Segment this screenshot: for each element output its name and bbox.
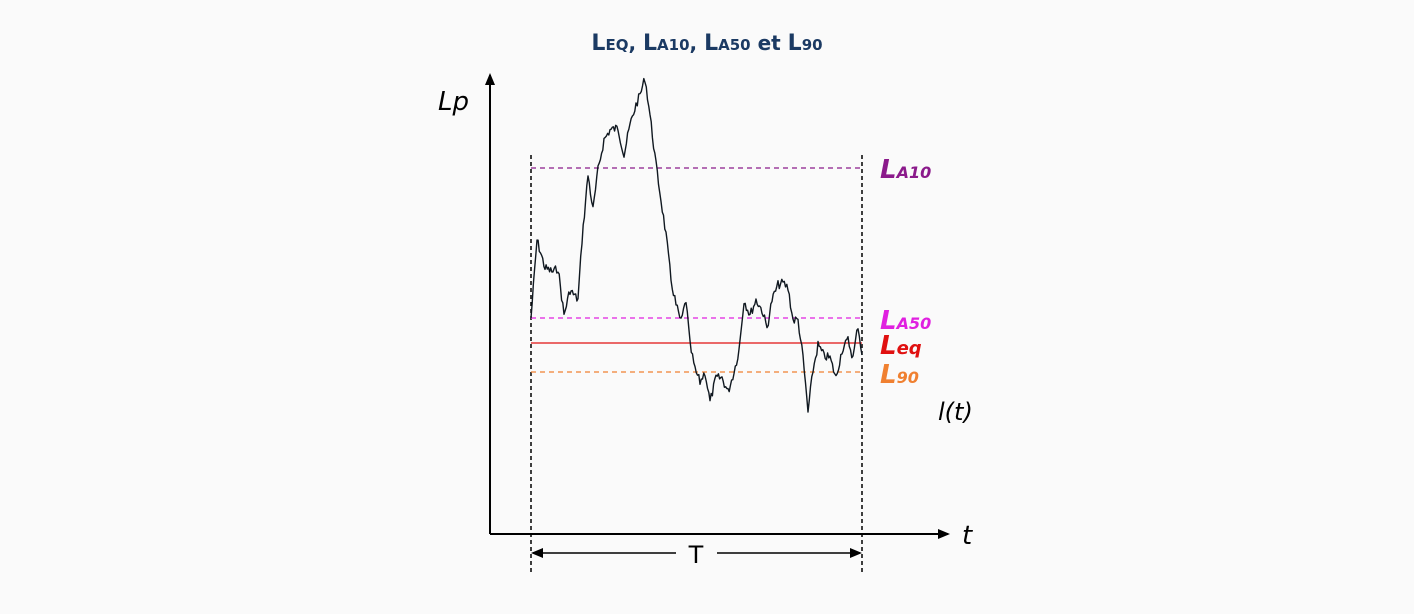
y-axis-label: Lp bbox=[438, 87, 469, 117]
diagram-title: LEQ, LA10, LA50 et L90 bbox=[591, 31, 822, 56]
leq-label: Leq bbox=[880, 331, 922, 361]
curve-label: l(t) bbox=[938, 398, 973, 426]
la10-label: LA10 bbox=[880, 155, 931, 185]
x-axis-label: t bbox=[962, 521, 973, 551]
la50-label: LA50 bbox=[880, 306, 931, 336]
l90-label: L90 bbox=[880, 360, 919, 390]
signal-curve bbox=[530, 77, 863, 413]
period-label: T bbox=[688, 541, 704, 569]
